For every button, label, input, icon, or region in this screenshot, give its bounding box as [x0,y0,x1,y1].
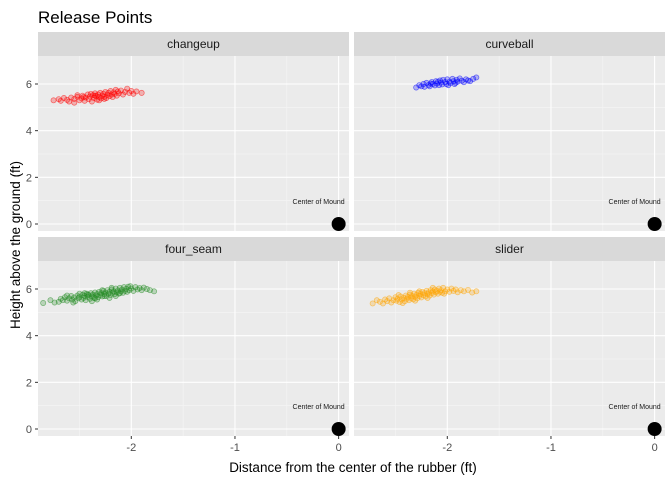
data-point [71,99,78,106]
data-point [427,80,434,87]
center-of-mound-marker [331,217,346,231]
data-point [80,94,87,101]
center-of-mound-label: Center of Mound [293,199,345,206]
panel-background [354,56,665,231]
center-of-mound-label: Center of Mound [293,404,345,411]
data-point [435,78,441,85]
data-point [40,300,47,306]
data-point [96,97,103,104]
center-of-mound-marker [647,217,662,231]
data-point [50,97,57,104]
facet-strip [354,32,665,56]
data-point [376,298,383,305]
x-tick-label: 0 [336,442,342,454]
panel-background [38,261,349,436]
data-point [59,297,66,304]
data-point [395,292,402,299]
data-point [429,284,436,291]
x-tick-label: -1 [230,442,240,454]
data-point [64,292,70,299]
facet-grid: changeup Center of Mound curveball Center o… [38,32,665,436]
facet-strip-label: changeup [167,37,220,51]
facet-slider: slider Center of Mound [354,237,665,436]
x-axis-title: Distance from the center of the rubber (… [229,460,477,475]
data-point [416,288,423,295]
data-point [99,287,106,294]
facet-strip-label: slider [495,242,524,256]
data-point [51,299,58,306]
data-point [473,74,480,81]
data-point [70,299,77,306]
chart-title: Release Points [38,8,152,27]
data-point [473,288,480,295]
data-point [369,300,376,307]
data-point [373,297,380,304]
data-point [68,293,75,299]
data-point [76,290,83,297]
data-point [140,284,147,291]
data-point [116,290,123,297]
x-axis-ticks: -2 -1 0 -2 -1 0 [126,436,658,454]
data-point [101,95,108,102]
data-point [84,291,91,298]
y-axis-title: Height above the ground (ft) [8,161,23,329]
y-tick-label: 0 [26,219,32,231]
y-tick-label: 2 [26,172,32,184]
y-tick-label: 4 [26,126,32,138]
center-of-mound-marker [331,422,346,436]
facet-strip [38,237,349,261]
data-point [106,294,113,301]
data-point [445,82,452,89]
panel-background [354,261,665,436]
data-point [92,295,98,302]
x-tick-label: -2 [442,442,452,454]
data-point [441,290,448,297]
data-point [407,289,413,296]
y-axis-ticks: 0 2 4 6 0 2 4 6 [26,79,38,436]
panel-background [38,56,349,231]
data-point [451,81,458,87]
data-point [133,88,140,95]
y-tick-label: 4 [26,331,32,343]
data-point [92,92,98,99]
facet-four_seam: four_seam Center of Mound [38,237,349,436]
center-of-mound-marker [647,422,662,436]
data-point [143,286,150,292]
facet-changeup: changeup Center of Mound [38,32,349,231]
data-point [470,75,477,82]
data-point [74,92,81,99]
y-tick-label: 2 [26,377,32,389]
data-point [68,94,75,101]
x-tick-label: -1 [546,442,556,454]
center-of-mound-label: Center of Mound [609,404,661,411]
facet-strip [354,237,665,261]
data-point [151,288,158,295]
data-point [412,297,419,304]
data-point [101,293,108,299]
data-point [138,89,145,96]
data-point [457,287,464,294]
data-point [136,285,143,292]
y-tick-label: 0 [26,424,32,436]
data-point [465,286,471,293]
data-point [60,95,67,101]
x-tick-label: -2 [126,442,136,454]
center-of-mound-label: Center of Mound [609,199,661,206]
facet-curveball: curveball Center of Mound [354,32,665,231]
facet-strip-label: four_seam [165,242,222,256]
data-point [424,294,431,301]
y-tick-label: 6 [26,284,32,296]
data-point [399,300,406,306]
data-point [112,293,119,299]
facet-strip [38,32,349,56]
x-tick-label: 0 [652,442,658,454]
data-point [127,283,134,290]
data-point [454,289,461,296]
facet-strip-label: curveball [485,37,533,51]
data-point [125,283,132,290]
data-point [108,284,115,291]
y-tick-label: 6 [26,79,32,91]
